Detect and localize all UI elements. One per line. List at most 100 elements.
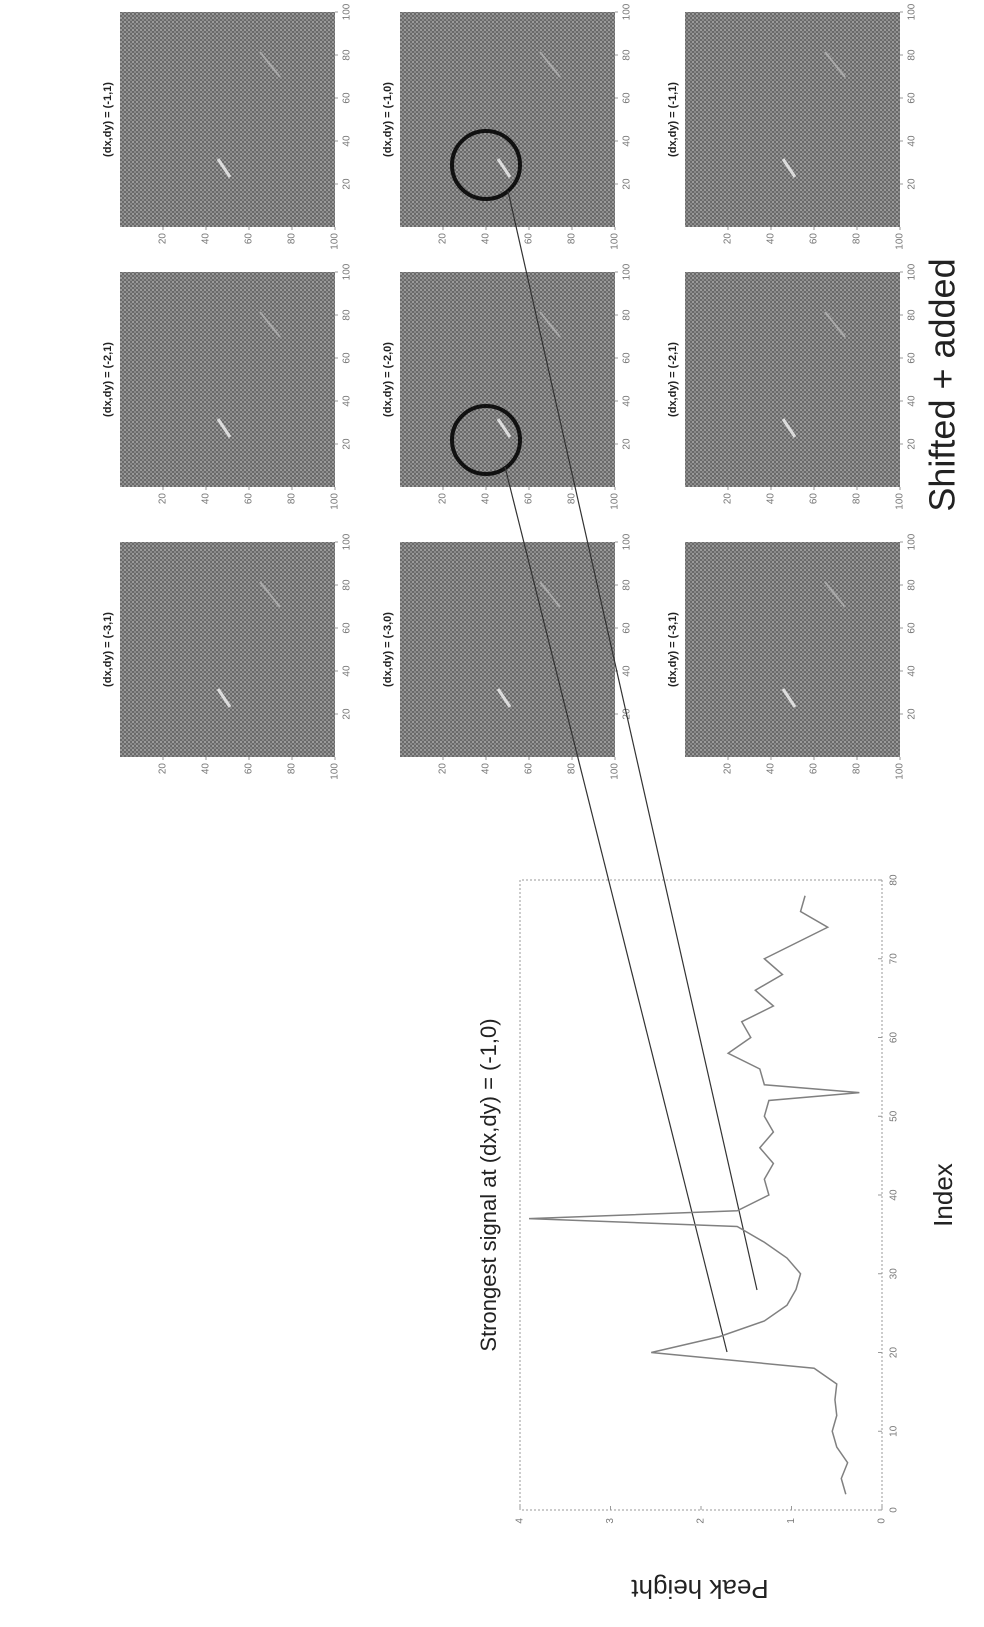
- x-tick-label: 0: [889, 1507, 900, 1513]
- y-tick-label: 20: [438, 763, 449, 775]
- y-tick-label: 20: [723, 493, 734, 505]
- x-tick-label: 80: [907, 579, 918, 591]
- x-tick-label: 100: [622, 533, 633, 550]
- panel-image: [120, 272, 335, 487]
- x-tick-label: 70: [889, 953, 900, 965]
- highlight-circle: [450, 129, 522, 201]
- streak: [824, 311, 846, 338]
- plot-frame: [519, 879, 883, 1511]
- panel-image: [400, 542, 615, 757]
- panel-title: (dx,dy) = (-1,1): [102, 82, 114, 157]
- x-tick-label: 20: [907, 708, 918, 720]
- y-tick-label: 0: [877, 1518, 888, 1524]
- panel-image: [685, 542, 900, 757]
- streak: [496, 418, 512, 438]
- y-tick-label: 40: [481, 233, 492, 245]
- x-tick-label: 60: [342, 92, 353, 104]
- y-axis-label: Peak height: [631, 1574, 769, 1604]
- y-tick-label: 20: [723, 763, 734, 775]
- x-tick-label: 20: [342, 708, 353, 720]
- streak: [216, 158, 232, 178]
- x-tick-label: 100: [342, 533, 353, 550]
- x-tick-label: 20: [342, 438, 353, 450]
- connector: [507, 190, 758, 1291]
- y-tick-label: 60: [244, 233, 255, 245]
- x-tick-label: 20: [907, 438, 918, 450]
- x-tick-label: 50: [889, 1110, 900, 1122]
- streak: [824, 581, 846, 608]
- y-tick-label: 100: [610, 233, 621, 250]
- y-tick-label: 100: [610, 493, 621, 510]
- x-tick-label: 40: [907, 665, 918, 677]
- x-tick-label: 40: [907, 135, 918, 147]
- streak: [496, 688, 512, 708]
- y-tick-label: 20: [438, 233, 449, 245]
- streak: [781, 688, 797, 708]
- y-tick-label: 100: [330, 493, 341, 510]
- y-tick-label: 60: [809, 493, 820, 505]
- panel-title: (dx,dy) = (-1,1): [667, 82, 679, 157]
- y-tick-label: 2: [696, 1518, 707, 1524]
- y-tick-label: 60: [809, 233, 820, 245]
- y-tick-label: 40: [766, 763, 777, 775]
- x-tick-label: 40: [622, 135, 633, 147]
- streak: [259, 311, 281, 338]
- y-tick-label: 100: [330, 763, 341, 780]
- x-tick-label: 80: [907, 49, 918, 61]
- y-tick-label: 80: [852, 763, 863, 775]
- streak: [824, 51, 846, 78]
- y-tick-label: 100: [895, 763, 906, 780]
- x-tick-label: 20: [622, 178, 633, 190]
- y-tick-label: 60: [524, 233, 535, 245]
- y-tick-label: 80: [852, 233, 863, 245]
- panel-image: [685, 272, 900, 487]
- x-tick-label: 80: [342, 579, 353, 591]
- y-tick-label: 80: [567, 233, 578, 245]
- x-tick-label: 60: [907, 92, 918, 104]
- line-title: Strongest signal at (dx,dy) = (-1,0): [476, 1018, 501, 1351]
- y-tick-label: 20: [723, 233, 734, 245]
- x-tick-label: 60: [889, 1032, 900, 1044]
- x-tick-label: 100: [907, 3, 918, 20]
- panel-image: [120, 12, 335, 227]
- x-tick-label: 100: [622, 263, 633, 280]
- y-tick-label: 80: [567, 493, 578, 505]
- y-tick-label: 40: [201, 233, 212, 245]
- panel-image: [120, 542, 335, 757]
- x-axis-label: Index: [928, 1163, 958, 1227]
- streak: [259, 581, 281, 608]
- panel-title: (dx,dy) = (-2,1): [667, 342, 679, 417]
- x-tick-label: 60: [907, 622, 918, 634]
- y-tick-label: 60: [524, 763, 535, 775]
- x-tick-label: 10: [889, 1425, 900, 1437]
- x-tick-label: 40: [342, 665, 353, 677]
- x-tick-label: 80: [622, 579, 633, 591]
- y-tick-label: 3: [605, 1518, 616, 1524]
- streak: [539, 581, 561, 608]
- y-tick-label: 20: [438, 493, 449, 505]
- x-tick-label: 60: [622, 622, 633, 634]
- x-tick-label: 20: [622, 708, 633, 720]
- panel-title: (dx,dy) = (-3,1): [667, 612, 679, 687]
- x-tick-label: 80: [907, 309, 918, 321]
- y-tick-label: 20: [158, 233, 169, 245]
- y-tick-label: 20: [158, 493, 169, 505]
- connector: [504, 466, 728, 1353]
- panel-image: [685, 12, 900, 227]
- x-tick-label: 30: [889, 1268, 900, 1280]
- x-tick-label: 60: [622, 352, 633, 364]
- y-tick-label: 100: [895, 233, 906, 250]
- x-tick-label: 60: [342, 622, 353, 634]
- x-tick-label: 80: [342, 309, 353, 321]
- grid-title: Shifted + added: [922, 258, 963, 511]
- y-tick-label: 80: [852, 493, 863, 505]
- streak: [781, 418, 797, 438]
- x-tick-label: 40: [622, 665, 633, 677]
- x-tick-label: 80: [622, 49, 633, 61]
- x-tick-label: 40: [342, 135, 353, 147]
- y-tick-label: 4: [515, 1518, 526, 1524]
- streak: [539, 311, 561, 338]
- panels: (dx,dy) = (-3,1) 20 40 60 80 100 20 40 60 80 100 (d…: [102, 3, 918, 779]
- x-tick-label: 60: [622, 92, 633, 104]
